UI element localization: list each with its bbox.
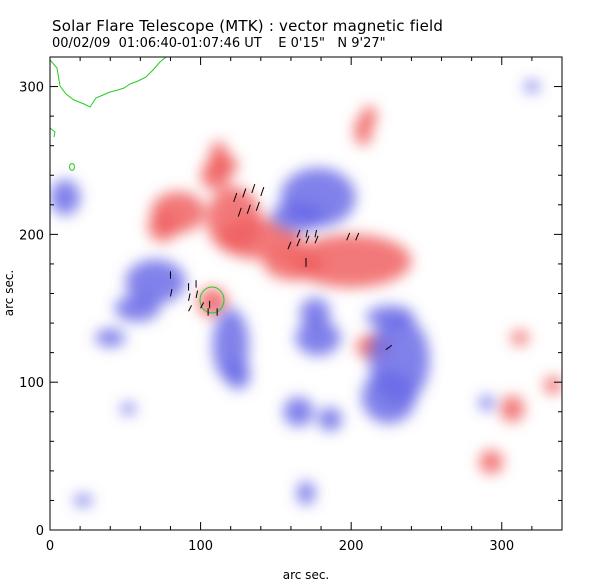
- field-vector-0: [233, 192, 238, 203]
- x-tick-label-0: 0: [46, 539, 54, 554]
- field-vector-4: [237, 207, 242, 217]
- positive-region-16: [510, 330, 529, 346]
- negative-region-8: [299, 297, 331, 328]
- x-tick-label-300: 300: [489, 539, 514, 554]
- obs-longitude: E 0'15": [278, 36, 325, 51]
- contour-small-loop: [69, 163, 75, 171]
- negative-region-1: [271, 201, 326, 232]
- plot-area: [50, 57, 562, 530]
- negative-polarity-layer: [50, 80, 540, 507]
- positive-region-11: [361, 105, 377, 127]
- field-vector-5: [246, 204, 251, 214]
- obs-time-range: 01:06:40-01:07:46 UT: [118, 36, 262, 51]
- positive-region-6: [147, 212, 178, 242]
- negative-region-6: [226, 360, 251, 390]
- negative-region-14: [318, 407, 343, 431]
- positive-region-9: [209, 141, 228, 171]
- field-vector-24: [200, 302, 205, 309]
- contour-top-left: [50, 57, 167, 108]
- field-vector-13: [314, 229, 318, 238]
- negative-region-12: [120, 402, 136, 415]
- negative-region-15: [74, 494, 93, 507]
- negative-region-4: [95, 328, 126, 347]
- axes: 0 100 200 300 0 100 200 300: [19, 56, 563, 554]
- field-vector-1: [242, 188, 247, 198]
- field-vector-3: [260, 186, 265, 197]
- positive-region-2: [290, 234, 412, 288]
- negative-region-19: [524, 80, 540, 93]
- field-vector-23: [188, 305, 192, 312]
- field-vector-8: [296, 238, 301, 247]
- obs-latitude: N 9'27": [337, 36, 386, 51]
- negative-region-3: [114, 294, 160, 322]
- field-vector-10: [314, 235, 319, 244]
- field-vector-2: [251, 183, 256, 194]
- x-axis-label: arc sec.: [283, 568, 329, 582]
- contour-sunspot: [199, 286, 225, 314]
- vector-layer: [169, 183, 393, 351]
- negative-region-13: [283, 396, 314, 427]
- chart-title: Solar Flare Telescope (MTK) : vector mag…: [52, 17, 444, 35]
- field-vector-9: [305, 235, 310, 244]
- negative-region-17: [479, 395, 495, 411]
- chart-subtitle: 00/02/09 01:06:40-01:07:46 UT E 0'15" N …: [52, 36, 386, 51]
- obs-date: 00/02/09: [52, 36, 111, 51]
- field-vector-14: [346, 232, 351, 241]
- positive-region-14: [479, 450, 504, 474]
- field-vector-7: [287, 241, 292, 250]
- contour-left-edge: [50, 127, 56, 138]
- field-vector-28: [385, 344, 393, 351]
- field-vector-22: [195, 290, 199, 299]
- negative-region-11: [366, 305, 415, 329]
- negative-region-16: [296, 481, 316, 505]
- positive-region-13: [500, 395, 525, 423]
- x-tick-label-100: 100: [188, 539, 213, 554]
- positive-region-15: [543, 376, 562, 395]
- negative-region-18: [50, 179, 81, 216]
- field-vector-21: [188, 293, 191, 301]
- field-vector-15: [355, 232, 360, 241]
- y-axis-label: arc sec.: [2, 270, 16, 316]
- field-vector-18: [169, 288, 173, 297]
- field-vector-6: [255, 201, 260, 211]
- y-tick-label-0: 0: [36, 524, 44, 539]
- negative-region-10: [361, 370, 416, 424]
- positive-region-3: [263, 247, 325, 281]
- y-tick-label-100: 100: [19, 376, 44, 391]
- x-tick-label-200: 200: [339, 539, 364, 554]
- field-vector-11: [296, 229, 301, 238]
- negative-region-2: [125, 259, 186, 304]
- contour-layer: [50, 57, 225, 314]
- y-tick-label-200: 200: [19, 228, 44, 243]
- field-vector-12: [305, 229, 308, 238]
- negative-region-7: [295, 320, 341, 356]
- y-tick-label-300: 300: [19, 81, 44, 96]
